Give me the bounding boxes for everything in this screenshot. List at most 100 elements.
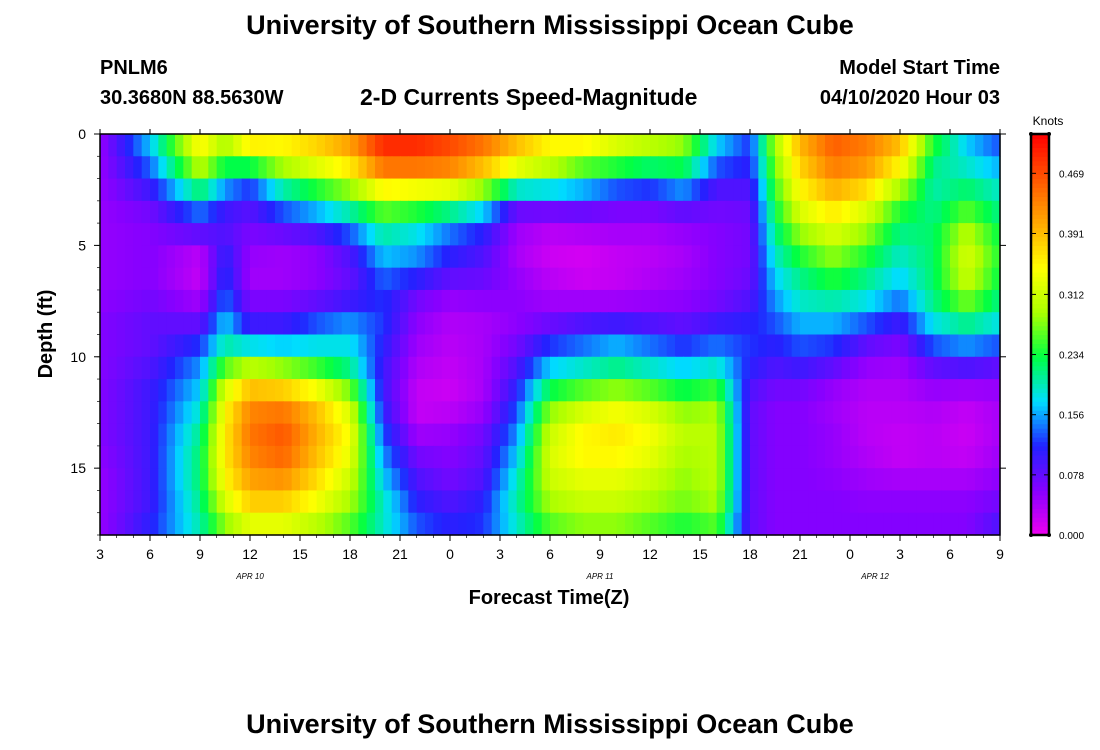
heatmap-cell xyxy=(633,223,643,246)
y-axis-label: Depth (ft) xyxy=(35,290,57,379)
heatmap-cell xyxy=(216,134,226,157)
heatmap-cell xyxy=(700,468,709,492)
heatmap-cell xyxy=(991,356,1001,380)
colorbar-swatch xyxy=(1031,254,1049,260)
heatmap-cell xyxy=(975,379,984,402)
heatmap-cell xyxy=(108,379,118,402)
heatmap-cell xyxy=(500,134,509,157)
heatmap-cell xyxy=(150,334,159,358)
heatmap-cell xyxy=(483,156,493,180)
colorbar-swatch xyxy=(1031,209,1049,215)
heatmap-cell xyxy=(750,356,759,380)
heatmap-cell xyxy=(191,401,201,425)
colorbar-swatch xyxy=(1031,352,1049,358)
heatmap-cell xyxy=(600,267,609,291)
heatmap-cell xyxy=(500,512,509,536)
heatmap-cell xyxy=(283,401,293,425)
heatmap-cell xyxy=(258,512,268,536)
heatmap-cell xyxy=(416,512,426,536)
heatmap-cell xyxy=(150,379,159,402)
heatmap-cell xyxy=(800,134,809,157)
heatmap-cell xyxy=(383,356,393,380)
heatmap-cell xyxy=(658,312,668,336)
heatmap-cell xyxy=(691,356,701,380)
heatmap-cell xyxy=(775,200,784,224)
heatmap-cell xyxy=(700,423,709,447)
heatmap-cell xyxy=(508,423,518,447)
colorbar-tick-label: 0.391 xyxy=(1059,229,1084,240)
colorbar-swatch xyxy=(1031,227,1049,233)
heatmap-cell xyxy=(525,200,534,224)
heatmap-cell xyxy=(975,200,984,224)
heatmap-cell xyxy=(941,245,951,269)
heatmap-cell xyxy=(475,134,484,157)
heatmap-cell xyxy=(758,289,768,313)
heatmap-cell xyxy=(991,245,1001,269)
heatmap-cell xyxy=(125,312,134,336)
heatmap-cell xyxy=(891,267,901,291)
heatmap-cell xyxy=(516,156,526,180)
colorbar-swatch xyxy=(1031,414,1049,420)
heatmap-cell xyxy=(191,223,201,246)
heatmap-cell xyxy=(916,423,926,447)
heatmap-cell xyxy=(791,490,801,514)
heatmap-cell xyxy=(733,379,743,402)
heatmap-cell xyxy=(400,334,409,358)
heatmap-cell xyxy=(791,312,801,336)
heatmap-cell xyxy=(350,379,359,402)
heatmap-cell xyxy=(658,200,668,224)
heatmap-cell xyxy=(825,223,834,246)
heatmap-cell xyxy=(375,356,384,380)
heatmap-cell xyxy=(866,134,876,157)
heatmap-cell xyxy=(591,178,601,202)
heatmap-cell xyxy=(808,200,818,224)
heatmap-cell xyxy=(966,512,976,536)
heatmap-cell xyxy=(283,512,293,536)
heatmap-cell xyxy=(325,134,334,157)
heatmap-cell xyxy=(750,312,759,336)
heatmap-cell xyxy=(300,334,309,358)
heatmap-cell xyxy=(600,490,609,514)
heatmap-cell xyxy=(733,445,743,469)
heatmap-cell xyxy=(850,379,859,402)
heatmap-cell xyxy=(850,423,859,447)
heatmap-cell xyxy=(650,223,659,246)
colorbar-swatch xyxy=(1031,374,1049,380)
heatmap-cell xyxy=(475,512,484,536)
heatmap-cell xyxy=(366,512,376,536)
heatmap-cell xyxy=(791,356,801,380)
heatmap-cell xyxy=(483,512,493,536)
heatmap-cell xyxy=(250,178,259,202)
heatmap-cell xyxy=(283,423,293,447)
colorbar-swatch xyxy=(1031,285,1049,291)
heatmap-cell xyxy=(691,512,701,536)
heatmap-cell xyxy=(266,334,276,358)
heatmap-cell xyxy=(491,178,501,202)
heatmap-cell xyxy=(283,156,293,180)
heatmap-cell xyxy=(616,200,626,224)
x-date-label: APR 11 xyxy=(586,572,614,581)
colorbar-swatch xyxy=(1031,258,1049,264)
heatmap-cell xyxy=(841,334,851,358)
heatmap-cell xyxy=(258,468,268,492)
heatmap-cell xyxy=(575,289,584,313)
heatmap-cell xyxy=(466,267,476,291)
heatmap-cell xyxy=(358,178,368,202)
heatmap-cell xyxy=(333,200,343,224)
heatmap-cell xyxy=(608,267,618,291)
heatmap-cell xyxy=(591,356,601,380)
heatmap-cell xyxy=(475,334,484,358)
heatmap-cell xyxy=(433,401,443,425)
heatmap-cell xyxy=(166,490,176,514)
heatmap-cell xyxy=(700,178,709,202)
heatmap-cell xyxy=(950,512,959,536)
heatmap-cell xyxy=(341,356,351,380)
heatmap-cell xyxy=(558,490,568,514)
heatmap-cell xyxy=(766,423,776,447)
heatmap-cell xyxy=(916,334,926,358)
heatmap-cell xyxy=(675,356,684,380)
heatmap-cell xyxy=(500,267,509,291)
heatmap-cell xyxy=(900,267,909,291)
heatmap-cell xyxy=(266,245,276,269)
heatmap-cell xyxy=(791,134,801,157)
